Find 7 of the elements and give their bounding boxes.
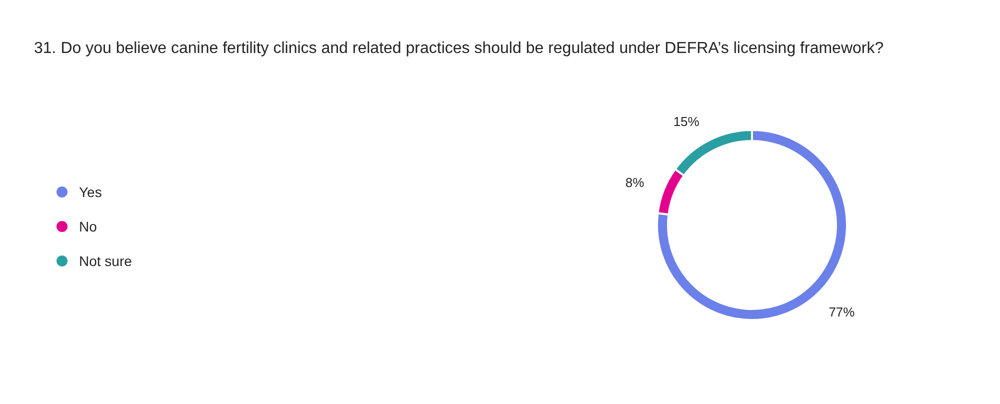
- chart-title: 31. Do you believe canine fertility clinics and related practices should be regulated under DEFRA’s licensing framework?: [34, 40, 884, 57]
- data-label: 77%: [828, 304, 856, 320]
- legend-label: Not sure: [79, 252, 132, 269]
- legend-label: No: [79, 218, 98, 234]
- data-label: 8%: [625, 174, 645, 190]
- data-label: 15%: [673, 114, 700, 130]
- legend-label: Yes: [79, 184, 102, 200]
